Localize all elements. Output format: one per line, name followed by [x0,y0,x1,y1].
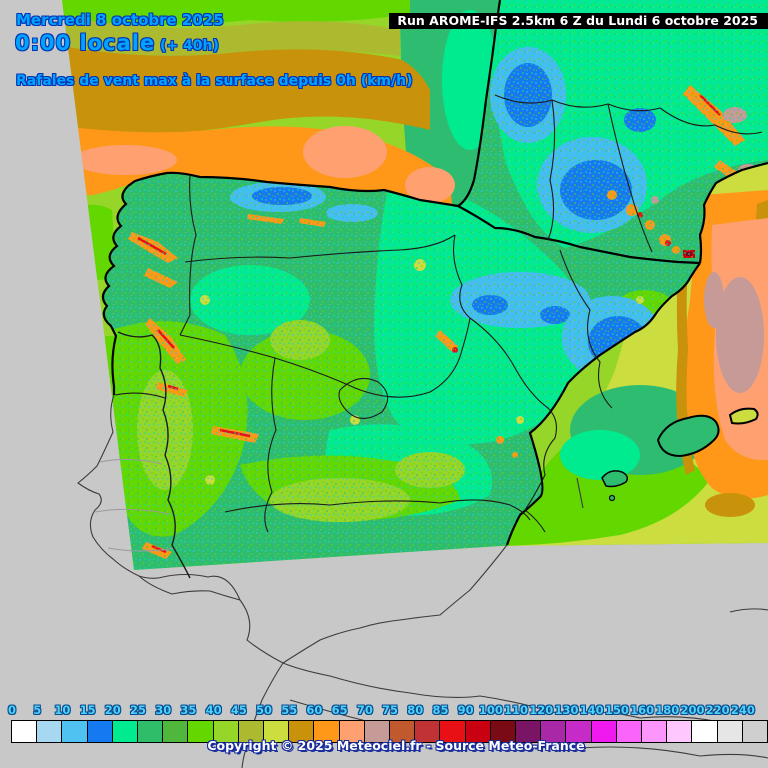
legend-swatch [666,720,693,743]
legend-cell: 30 [155,703,189,743]
legend-swatch [61,720,88,743]
legend-label: 90 [457,703,474,717]
legend-cell: 5 [33,703,63,743]
legend-cell: 45 [231,703,265,743]
legend-cell: 120 [529,703,567,743]
legend-swatch [716,720,743,743]
legend-swatch [615,720,643,743]
legend-cell: 0 [8,703,38,743]
legend-cell: 55 [281,703,315,743]
legend-label: 75 [382,703,399,717]
legend-cell: 15 [80,703,113,743]
legend-cell: 180 [655,703,693,743]
legend-swatch [137,720,164,743]
legend-cell: 35 [180,703,214,743]
legend-cell: 50 [256,703,290,743]
legend-cell: 75 [382,703,416,743]
legend-cell: 220 [706,703,743,743]
forecast-date: Mercredi 8 octobre 2025 [16,11,224,29]
forecast-time: 0:00 locale [15,31,156,55]
legend-label: 45 [230,703,247,717]
legend-swatch [111,720,139,743]
legend-cell: 130 [554,703,592,743]
legend-label: 40 [205,703,222,717]
legend-label: 10 [54,703,71,717]
legend-cell: 200 [680,703,718,743]
legend-swatch [11,720,38,743]
legend-label: 180 [655,703,680,717]
legend-label: 5 [33,703,42,717]
legend-swatch [590,720,617,743]
legend-label: 160 [630,703,655,717]
legend-cell: 70 [357,703,391,743]
model-run-info: Run AROME-IFS 2.5km 6 Z du Lundi 6 octob… [389,13,768,29]
legend-label: 140 [579,703,604,717]
legend-label: 80 [407,703,424,717]
legend-label: 100 [478,703,503,717]
legend-cell: 80 [407,703,441,743]
legend-label: 70 [356,703,373,717]
coastlines [101,0,768,546]
legend-swatch [641,720,668,743]
legend-label: 60 [306,703,323,717]
map-parameter-title: Rafales de vent max à la surface depuis … [16,73,413,89]
legend-cell: 65 [332,703,365,743]
legend-label: 85 [432,703,449,717]
legend-label: 65 [331,703,348,717]
forecast-hour-offset: (+ 40h) [160,38,219,54]
legend-cell: 25 [130,703,164,743]
legend-label: 200 [680,703,705,717]
legend-label: 150 [604,703,629,717]
region-borders [114,94,763,579]
legend-label: 0 [7,703,17,717]
copyright-text: Copyright © 2025 Meteociel.fr - Source M… [207,738,585,753]
legend-swatch [691,720,718,743]
legend-cell: 160 [630,703,668,743]
legend-swatch [162,720,189,743]
legend-swatch [86,720,113,743]
legend-label: 55 [281,703,298,717]
legend-swatch [741,720,768,743]
legend-cell: 150 [605,703,643,743]
legend-label: 220 [705,703,730,717]
legend-label: 15 [79,703,96,717]
legend-cell: 110 [504,703,542,743]
legend-label: 130 [554,703,579,717]
legend-cell: 140 [580,703,617,743]
legend-label: 50 [256,703,273,717]
legend-label: 35 [180,703,197,717]
balearic-islands [601,407,759,502]
legend-label: 25 [130,703,147,717]
legend-cell: 60 [306,703,340,743]
legend-swatch [36,720,63,743]
legend-scale: 0 5 10 15 20 25 30 35 40 45 50 55 60 65 70 75 80 85 90 100 1… [8,703,768,743]
legend-label: 240 [730,703,755,717]
legend-cell: 240 [731,703,768,743]
legend-label: 20 [104,703,121,717]
legend-label: 120 [529,703,554,717]
legend-label: 30 [155,703,172,717]
legend-label: 110 [504,703,529,717]
legend-cell: 85 [432,703,466,743]
legend-cell: 10 [54,703,88,743]
legend-cell: 20 [105,703,139,743]
out-of-domain-borders [94,458,176,552]
